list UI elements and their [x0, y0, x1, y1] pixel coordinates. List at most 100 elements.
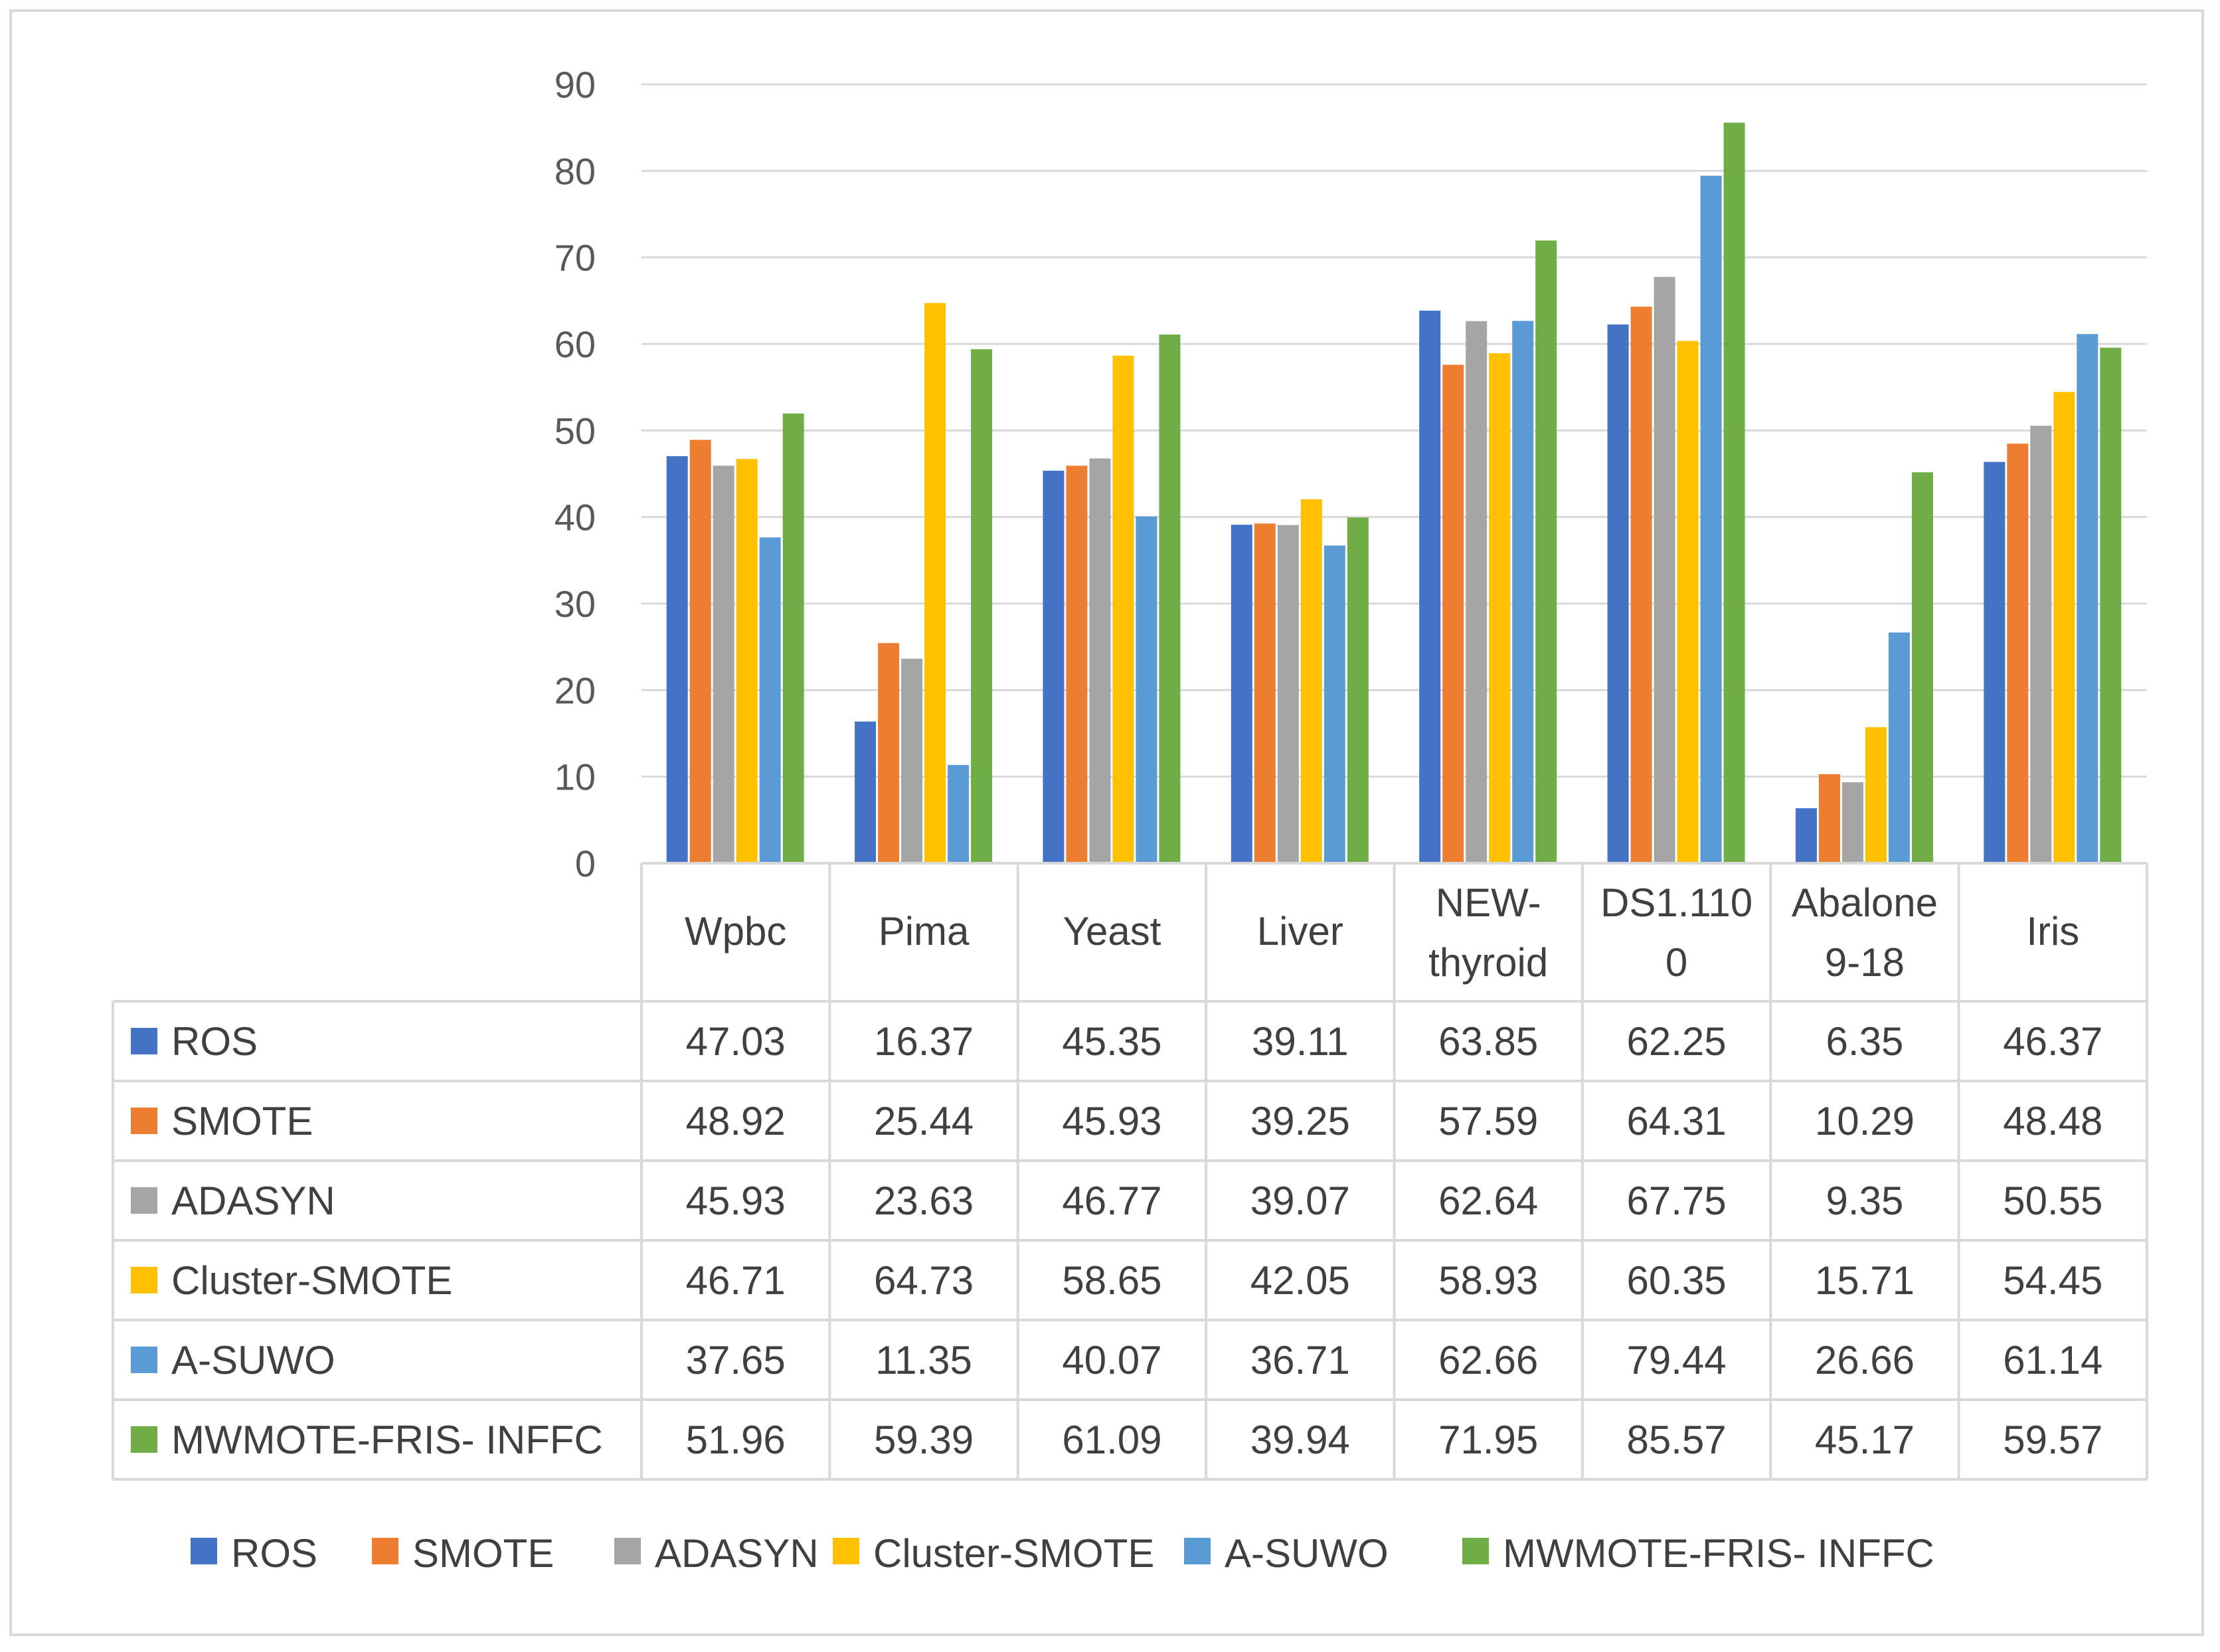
- category-label: 0: [1665, 940, 1687, 985]
- legend-key: [191, 1538, 217, 1564]
- y-tick-label: 80: [555, 150, 596, 192]
- bar-mwmote-fris-inffc-4: [1535, 240, 1557, 863]
- table-series-label: ADASYN: [171, 1179, 335, 1223]
- category-label: NEW-: [1436, 880, 1541, 925]
- bar-a-suwo-7: [2077, 334, 2098, 864]
- category-label: Yeast: [1063, 909, 1161, 953]
- bar-mwmote-fris-inffc-7: [2100, 347, 2122, 863]
- bar-cluster-smote-3: [1300, 499, 1322, 863]
- bar-ros-1: [855, 721, 877, 863]
- bar-ros-6: [1795, 808, 1817, 863]
- bar-mwmote-fris-inffc-1: [971, 349, 993, 863]
- bar-cluster-smote-2: [1112, 355, 1134, 863]
- table-cell: 16.37: [874, 1019, 974, 1064]
- table-cell: 58.65: [1062, 1258, 1161, 1303]
- table-cell: 45.17: [1815, 1418, 1915, 1462]
- table-cell: 85.57: [1626, 1418, 1726, 1462]
- table-cell: 64.31: [1626, 1099, 1726, 1143]
- category-label: 9-18: [1825, 940, 1905, 985]
- table-cell: 51.96: [686, 1418, 786, 1462]
- legend-label: ROS: [231, 1531, 317, 1576]
- bar-cluster-smote-5: [1677, 341, 1699, 863]
- legend-label: MWMOTE-FRIS- INFFC: [1503, 1531, 1934, 1576]
- table-cell: 45.35: [1062, 1019, 1161, 1064]
- table-legend-key: [131, 1108, 157, 1134]
- legend-key: [1184, 1538, 1211, 1564]
- table-cell: 71.95: [1438, 1418, 1538, 1462]
- table-cell: 26.66: [1815, 1338, 1915, 1382]
- table-cell: 61.14: [2003, 1338, 2102, 1382]
- bar-ros-5: [1607, 324, 1629, 863]
- table-cell: 47.03: [686, 1019, 786, 1064]
- bar-mwmote-fris-inffc-6: [1911, 472, 1933, 863]
- y-tick-label: 70: [555, 237, 596, 279]
- bar-cluster-smote-1: [924, 303, 946, 864]
- bar-adasyn-3: [1277, 525, 1299, 863]
- bar-mwmote-fris-inffc-5: [1723, 122, 1745, 863]
- bar-adasyn-0: [713, 465, 734, 863]
- bar-a-suwo-3: [1323, 545, 1345, 863]
- table-cell: 67.75: [1626, 1179, 1726, 1223]
- table-cell: 39.25: [1250, 1099, 1350, 1143]
- table-cell: 42.05: [1250, 1258, 1350, 1303]
- table-series-label: ROS: [171, 1019, 258, 1064]
- table-series-label: SMOTE: [171, 1099, 313, 1143]
- legend-label: A-SUWO: [1225, 1531, 1389, 1576]
- table-cell: 48.48: [2003, 1099, 2102, 1143]
- bar-adasyn-7: [2030, 426, 2052, 863]
- legend-key: [614, 1538, 641, 1564]
- bar-mwmote-fris-inffc-2: [1159, 334, 1181, 863]
- y-tick-label: 10: [555, 756, 596, 798]
- bar-ros-4: [1419, 310, 1441, 863]
- table-cell: 58.93: [1438, 1258, 1538, 1303]
- table-cell: 23.63: [874, 1179, 974, 1223]
- y-tick-label: 50: [555, 410, 596, 452]
- bar-cluster-smote-6: [1865, 727, 1887, 863]
- bar-smote-0: [689, 440, 711, 863]
- table-cell: 15.71: [1815, 1258, 1915, 1303]
- bar-ros-2: [1043, 470, 1065, 863]
- table-cell: 39.07: [1250, 1179, 1350, 1223]
- y-tick-label: 40: [555, 497, 596, 538]
- bar-adasyn-1: [901, 659, 923, 863]
- bar-smote-2: [1066, 465, 1088, 863]
- bar-a-suwo-4: [1512, 321, 1534, 864]
- table-cell: 6.35: [1826, 1019, 1904, 1064]
- table-cell: 54.45: [2003, 1258, 2102, 1303]
- bar-ros-0: [666, 456, 688, 863]
- table-cell: 40.07: [1062, 1338, 1161, 1382]
- table-cell: 46.37: [2003, 1019, 2102, 1064]
- bar-a-suwo-2: [1136, 516, 1157, 863]
- table-cell: 62.64: [1438, 1179, 1538, 1223]
- table-series-label: MWMOTE-FRIS- INFFC: [171, 1418, 603, 1462]
- table-cell: 50.55: [2003, 1179, 2102, 1223]
- bar-mwmote-fris-inffc-3: [1347, 517, 1369, 863]
- y-tick-label: 30: [555, 583, 596, 625]
- bar-a-suwo-6: [1888, 632, 1910, 863]
- bar-smote-4: [1442, 365, 1464, 863]
- category-label: DS1.110: [1600, 880, 1752, 925]
- table-series-label: Cluster-SMOTE: [171, 1258, 452, 1303]
- bar-mwmote-fris-inffc-0: [782, 413, 804, 863]
- legend-label: ADASYN: [655, 1531, 819, 1576]
- table-cell: 62.66: [1438, 1338, 1538, 1382]
- table-cell: 45.93: [686, 1179, 786, 1223]
- table-cell: 57.59: [1438, 1099, 1538, 1143]
- bar-a-suwo-5: [1700, 175, 1722, 864]
- table-cell: 37.65: [686, 1338, 786, 1382]
- table-cell: 60.35: [1626, 1258, 1726, 1303]
- table-cell: 46.71: [686, 1258, 786, 1303]
- table-cell: 59.57: [2003, 1418, 2102, 1462]
- table-cell: 46.77: [1062, 1179, 1161, 1223]
- y-tick-label: 20: [555, 669, 596, 711]
- bar-ros-7: [1984, 461, 2006, 863]
- bar-cluster-smote-4: [1489, 353, 1511, 863]
- table-cell: 61.09: [1062, 1418, 1161, 1462]
- table-cell: 79.44: [1626, 1338, 1726, 1382]
- table-cell: 9.35: [1826, 1179, 1904, 1223]
- table-legend-key: [131, 1028, 157, 1054]
- table-cell: 62.25: [1626, 1019, 1726, 1064]
- bar-adasyn-5: [1654, 276, 1675, 863]
- category-label: Wpbc: [685, 909, 786, 953]
- y-tick-label: 0: [575, 843, 596, 884]
